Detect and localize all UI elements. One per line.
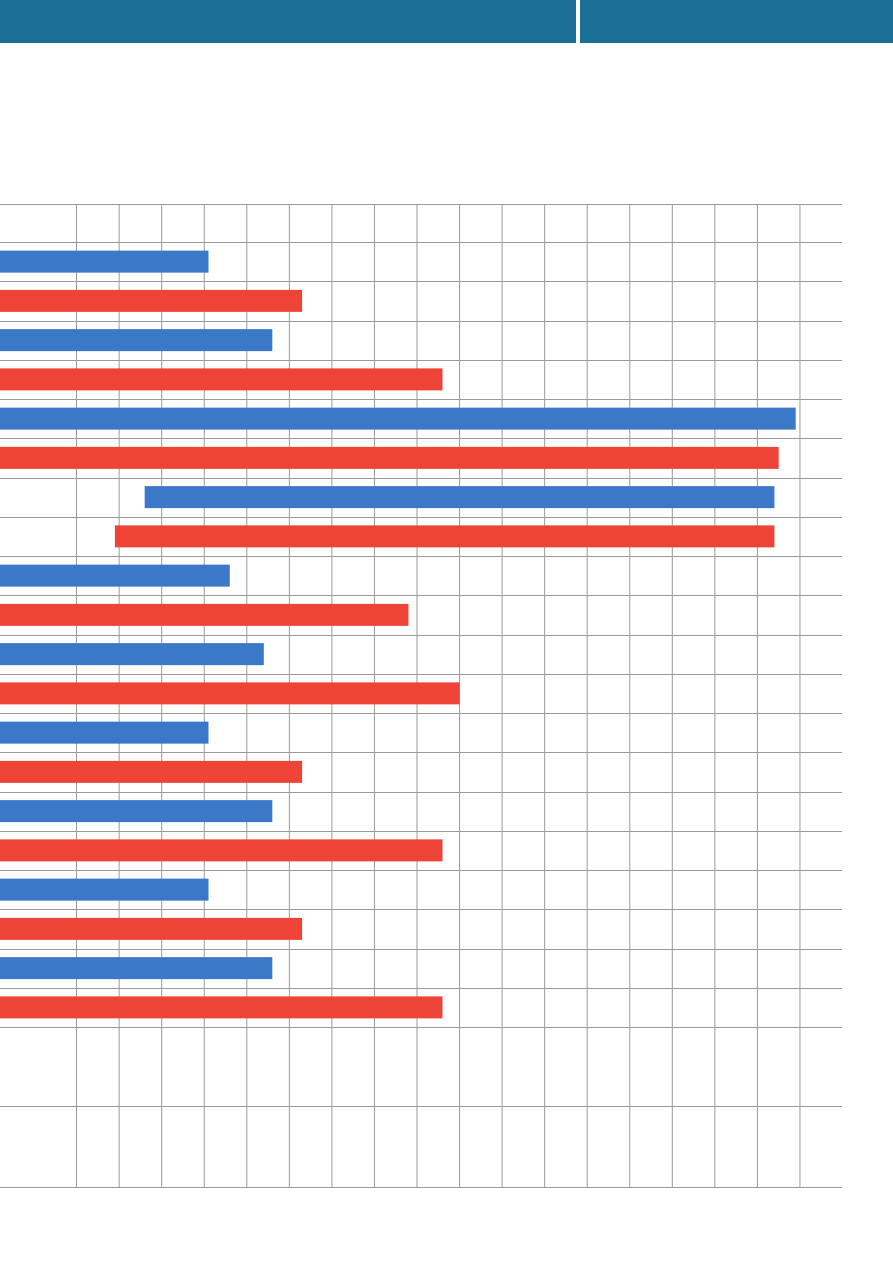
red-bar-row-9 [0,603,409,626]
blue-bar-row-14 [0,800,273,823]
red-bar-row-7 [114,525,775,548]
red-bar-row-3 [0,368,443,391]
blue-bar-row-4 [0,407,796,430]
red-bar-row-5 [0,446,779,469]
blue-bar-row-10 [0,643,264,666]
red-bar-row-15 [0,839,443,862]
chart-bars [0,250,796,1019]
blue-bar-row-2 [0,329,273,352]
blue-bar-row-6 [144,486,775,509]
header-bar-left [0,0,576,43]
blue-bar-row-16 [0,878,209,901]
blue-bar-row-18 [0,957,273,980]
blue-bar-row-8 [0,564,230,587]
red-bar-row-19 [0,996,443,1019]
red-bar-row-13 [0,760,303,783]
header-bar-right [580,0,893,43]
blue-bar-row-12 [0,721,209,744]
red-bar-row-17 [0,917,303,940]
red-bar-row-1 [0,289,303,312]
blue-bar-row-0 [0,250,209,273]
red-bar-row-11 [0,682,460,705]
